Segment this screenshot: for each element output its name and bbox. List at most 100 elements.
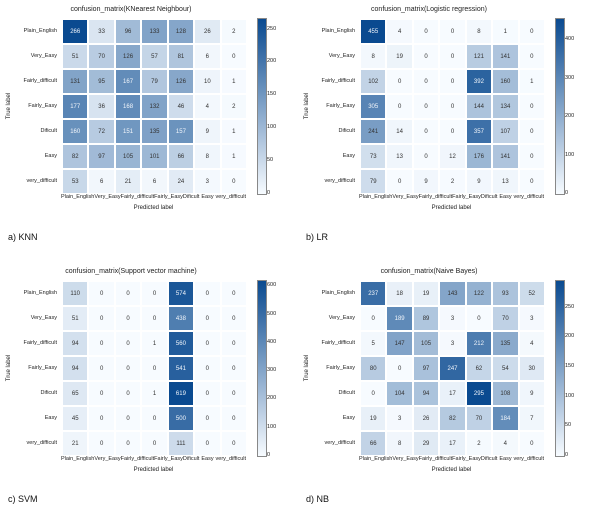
heatmap-cell: 9 [519, 381, 545, 406]
heatmap-cell: 30 [519, 356, 545, 381]
colorbar-tick: 0 [267, 452, 270, 458]
heatmap-cell: 357 [466, 119, 492, 144]
heatmap-cell: 80 [360, 356, 386, 381]
heatmap-cell: 97 [413, 356, 439, 381]
heatmap-cell: 1 [492, 19, 518, 44]
heatmap-cell: 189 [386, 306, 412, 331]
heatmap-cell: 0 [194, 331, 220, 356]
y-tick-labels: Plain_EnglishVery_EasyFairly_difficultFa… [6, 18, 59, 193]
colorbar-tick: 250 [267, 26, 276, 32]
heatmap-cell: 0 [221, 44, 247, 69]
panel-caption: d) NB [306, 494, 329, 504]
colorbar-ticks: 050100150200250 [565, 280, 587, 455]
heatmap-cell: 5 [360, 331, 386, 356]
heatmap-cell: 134 [492, 94, 518, 119]
y-tick-label: very_difficult [304, 430, 357, 455]
colorbar-tick: 250 [565, 304, 574, 310]
chart-title: confusion_matrix(Support vector machine) [6, 268, 256, 275]
heatmap-cell: 141 [492, 44, 518, 69]
heatmap-cell: 133 [141, 19, 167, 44]
heatmap-cell: 0 [221, 381, 247, 406]
y-tick-label: Plain_English [304, 18, 357, 43]
heatmap-cell: 10 [194, 69, 220, 94]
heatmap-cell: 9 [413, 169, 439, 194]
heatmap-cell: 4 [492, 431, 518, 456]
heatmap-cell: 0 [88, 306, 114, 331]
heatmap-cell: 29 [413, 431, 439, 456]
heatmap-cell: 79 [360, 169, 386, 194]
heatmap-cell: 0 [221, 169, 247, 194]
colorbar-tick: 100 [267, 124, 276, 130]
colorbar-gradient [257, 18, 267, 195]
heatmap-cell: 135 [141, 119, 167, 144]
heatmap-cell: 619 [168, 381, 194, 406]
heatmap-cell: 212 [466, 331, 492, 356]
y-tick-label: Fairly_difficult [6, 330, 59, 355]
heatmap-cell: 8 [466, 19, 492, 44]
y-tick-label: very_difficult [304, 168, 357, 193]
heatmap-cell: 0 [519, 431, 545, 456]
heatmap-cell: 0 [519, 169, 545, 194]
heatmap-cell: 19 [413, 281, 439, 306]
heatmap-cell: 177 [62, 94, 88, 119]
heatmap-cell: 94 [62, 331, 88, 356]
heatmap-cell: 0 [221, 306, 247, 331]
heatmap-cell: 0 [194, 306, 220, 331]
heatmap-cell: 168 [115, 94, 141, 119]
heatmap-cell: 0 [194, 381, 220, 406]
colorbar-tick: 300 [267, 367, 276, 373]
heatmap-cell: 21 [62, 431, 88, 456]
colorbar-tick: 0 [267, 190, 270, 196]
heatmap-cell: 128 [168, 19, 194, 44]
heatmap-cell: 0 [519, 44, 545, 69]
heatmap-cell: 2 [466, 431, 492, 456]
heatmap-cell: 95 [88, 69, 114, 94]
colorbar-ticks: 050100150200250 [267, 18, 289, 193]
y-tick-label: Fairly_Easy [6, 355, 59, 380]
heatmap-cell: 81 [168, 44, 194, 69]
heatmap-cell: 9 [194, 119, 220, 144]
heatmap-cell: 6 [88, 169, 114, 194]
y-tick-label: Very_Easy [6, 305, 59, 330]
heatmap-cell: 126 [115, 44, 141, 69]
heatmap-cell: 8 [386, 431, 412, 456]
heatmap-cell: 0 [413, 144, 439, 169]
colorbar-tick: 100 [267, 424, 276, 430]
heatmap-cell: 1 [221, 119, 247, 144]
heatmap-cell: 102 [360, 69, 386, 94]
colorbar-tick: 0 [565, 190, 568, 196]
heatmap-cell: 438 [168, 306, 194, 331]
heatmap-cell: 0 [221, 356, 247, 381]
heatmap-cell: 107 [492, 119, 518, 144]
heatmap-cell: 17 [439, 431, 465, 456]
x-axis-title: Predicted label [61, 205, 246, 211]
heatmap-cell: 82 [439, 406, 465, 431]
colorbar: 050100150200250 [257, 18, 289, 193]
heatmap-cell: 46 [168, 94, 194, 119]
colorbar-gradient [257, 280, 267, 457]
heatmap-cell: 108 [492, 381, 518, 406]
heatmap-cell: 105 [115, 144, 141, 169]
chart-title: confusion_matrix(Logistic regression) [304, 6, 554, 13]
heatmap-cell: 0 [413, 69, 439, 94]
heatmap-cell: 82 [62, 144, 88, 169]
heatmap-cell: 70 [466, 406, 492, 431]
heatmap-cell: 305 [360, 94, 386, 119]
heatmap-cell: 141 [492, 144, 518, 169]
y-tick-label: Very_Easy [304, 305, 357, 330]
heatmap-cell: 1 [221, 69, 247, 94]
heatmap-cell: 0 [115, 431, 141, 456]
heatmap-cell: 3 [439, 306, 465, 331]
colorbar-tick: 50 [565, 422, 571, 428]
heatmap-cell: 241 [360, 119, 386, 144]
heatmap-cell: 0 [115, 356, 141, 381]
panel-nb: confusion_matrix(Naive Bayes)True labelP… [304, 266, 594, 506]
heatmap-cell: 104 [386, 381, 412, 406]
y-tick-label: Fairly_difficult [6, 68, 59, 93]
colorbar-tick: 100 [565, 393, 574, 399]
heatmap-cell: 6 [141, 169, 167, 194]
colorbar-tick: 600 [267, 282, 276, 288]
y-tick-label: Easy [6, 143, 59, 168]
heatmap-cell: 0 [88, 381, 114, 406]
y-tick-label: Fairly_difficult [304, 330, 357, 355]
